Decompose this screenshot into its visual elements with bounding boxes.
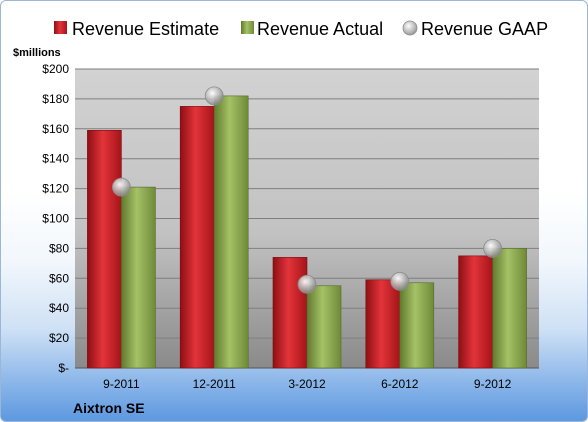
y-tick-label: $200	[42, 62, 69, 76]
y-tick-label: $180	[42, 92, 69, 106]
x-tick-label: 12-2011	[193, 377, 236, 391]
legend-label-gaap: Revenue GAAP	[421, 19, 548, 39]
legend-item-actual: Revenue Actual	[241, 19, 383, 39]
x-tick-label: 3-2012	[288, 377, 326, 391]
legend-label-estimate: Revenue Estimate	[72, 19, 219, 39]
gaap-markers	[112, 86, 503, 294]
gaap-marker	[112, 177, 131, 197]
x-tick-label: 9-2012	[474, 377, 512, 391]
x-axis-ticks: 9-2011 12-2011 3-2012 6-2012 9-2012	[103, 377, 511, 391]
y-tick-label: $80	[49, 241, 69, 255]
estimate-bar	[365, 279, 401, 369]
legend-label-actual: Revenue Actual	[257, 19, 383, 39]
gaap-marker	[483, 238, 503, 258]
legend-swatch-gaap	[402, 20, 418, 36]
y-axis-unit-label: $millions	[13, 47, 61, 59]
y-tick-label: $20	[49, 331, 69, 345]
actual-bar	[121, 186, 156, 369]
estimate-bar	[272, 257, 308, 369]
legend: Revenue Estimate Revenue Actual Revenue …	[54, 19, 548, 39]
y-tick-label: $140	[42, 152, 69, 166]
legend-swatch-actual	[241, 21, 254, 34]
gaap-marker	[390, 271, 410, 291]
company-name: Aixtron SE	[73, 400, 145, 416]
y-tick-label: $-	[58, 361, 69, 375]
estimate-bar	[87, 129, 122, 369]
estimate-bar	[458, 255, 493, 369]
legend-swatch-estimate	[54, 21, 67, 34]
bars	[87, 95, 527, 369]
estimate-bar	[179, 106, 215, 369]
y-tick-label: $40	[49, 301, 69, 315]
y-axis-ticks: $- $20 $40 $60 $80 $100 $120 $140 $160 $180 $200	[42, 62, 69, 375]
gaap-marker	[297, 274, 317, 294]
y-tick-label: $160	[42, 122, 69, 136]
y-tick-label: $60	[49, 271, 69, 285]
actual-bar	[492, 248, 527, 369]
legend-item-estimate: Revenue Estimate	[54, 19, 219, 39]
y-tick-label: $120	[42, 182, 69, 196]
y-tick-label: $100	[42, 212, 69, 226]
x-tick-label: 9-2011	[103, 377, 140, 391]
actual-bar	[399, 282, 435, 369]
actual-bar	[213, 95, 249, 369]
gaap-marker	[204, 86, 224, 106]
legend-item-gaap: Revenue GAAP	[402, 19, 548, 39]
x-tick-label: 6-2012	[381, 377, 419, 391]
actual-bar	[306, 285, 342, 369]
